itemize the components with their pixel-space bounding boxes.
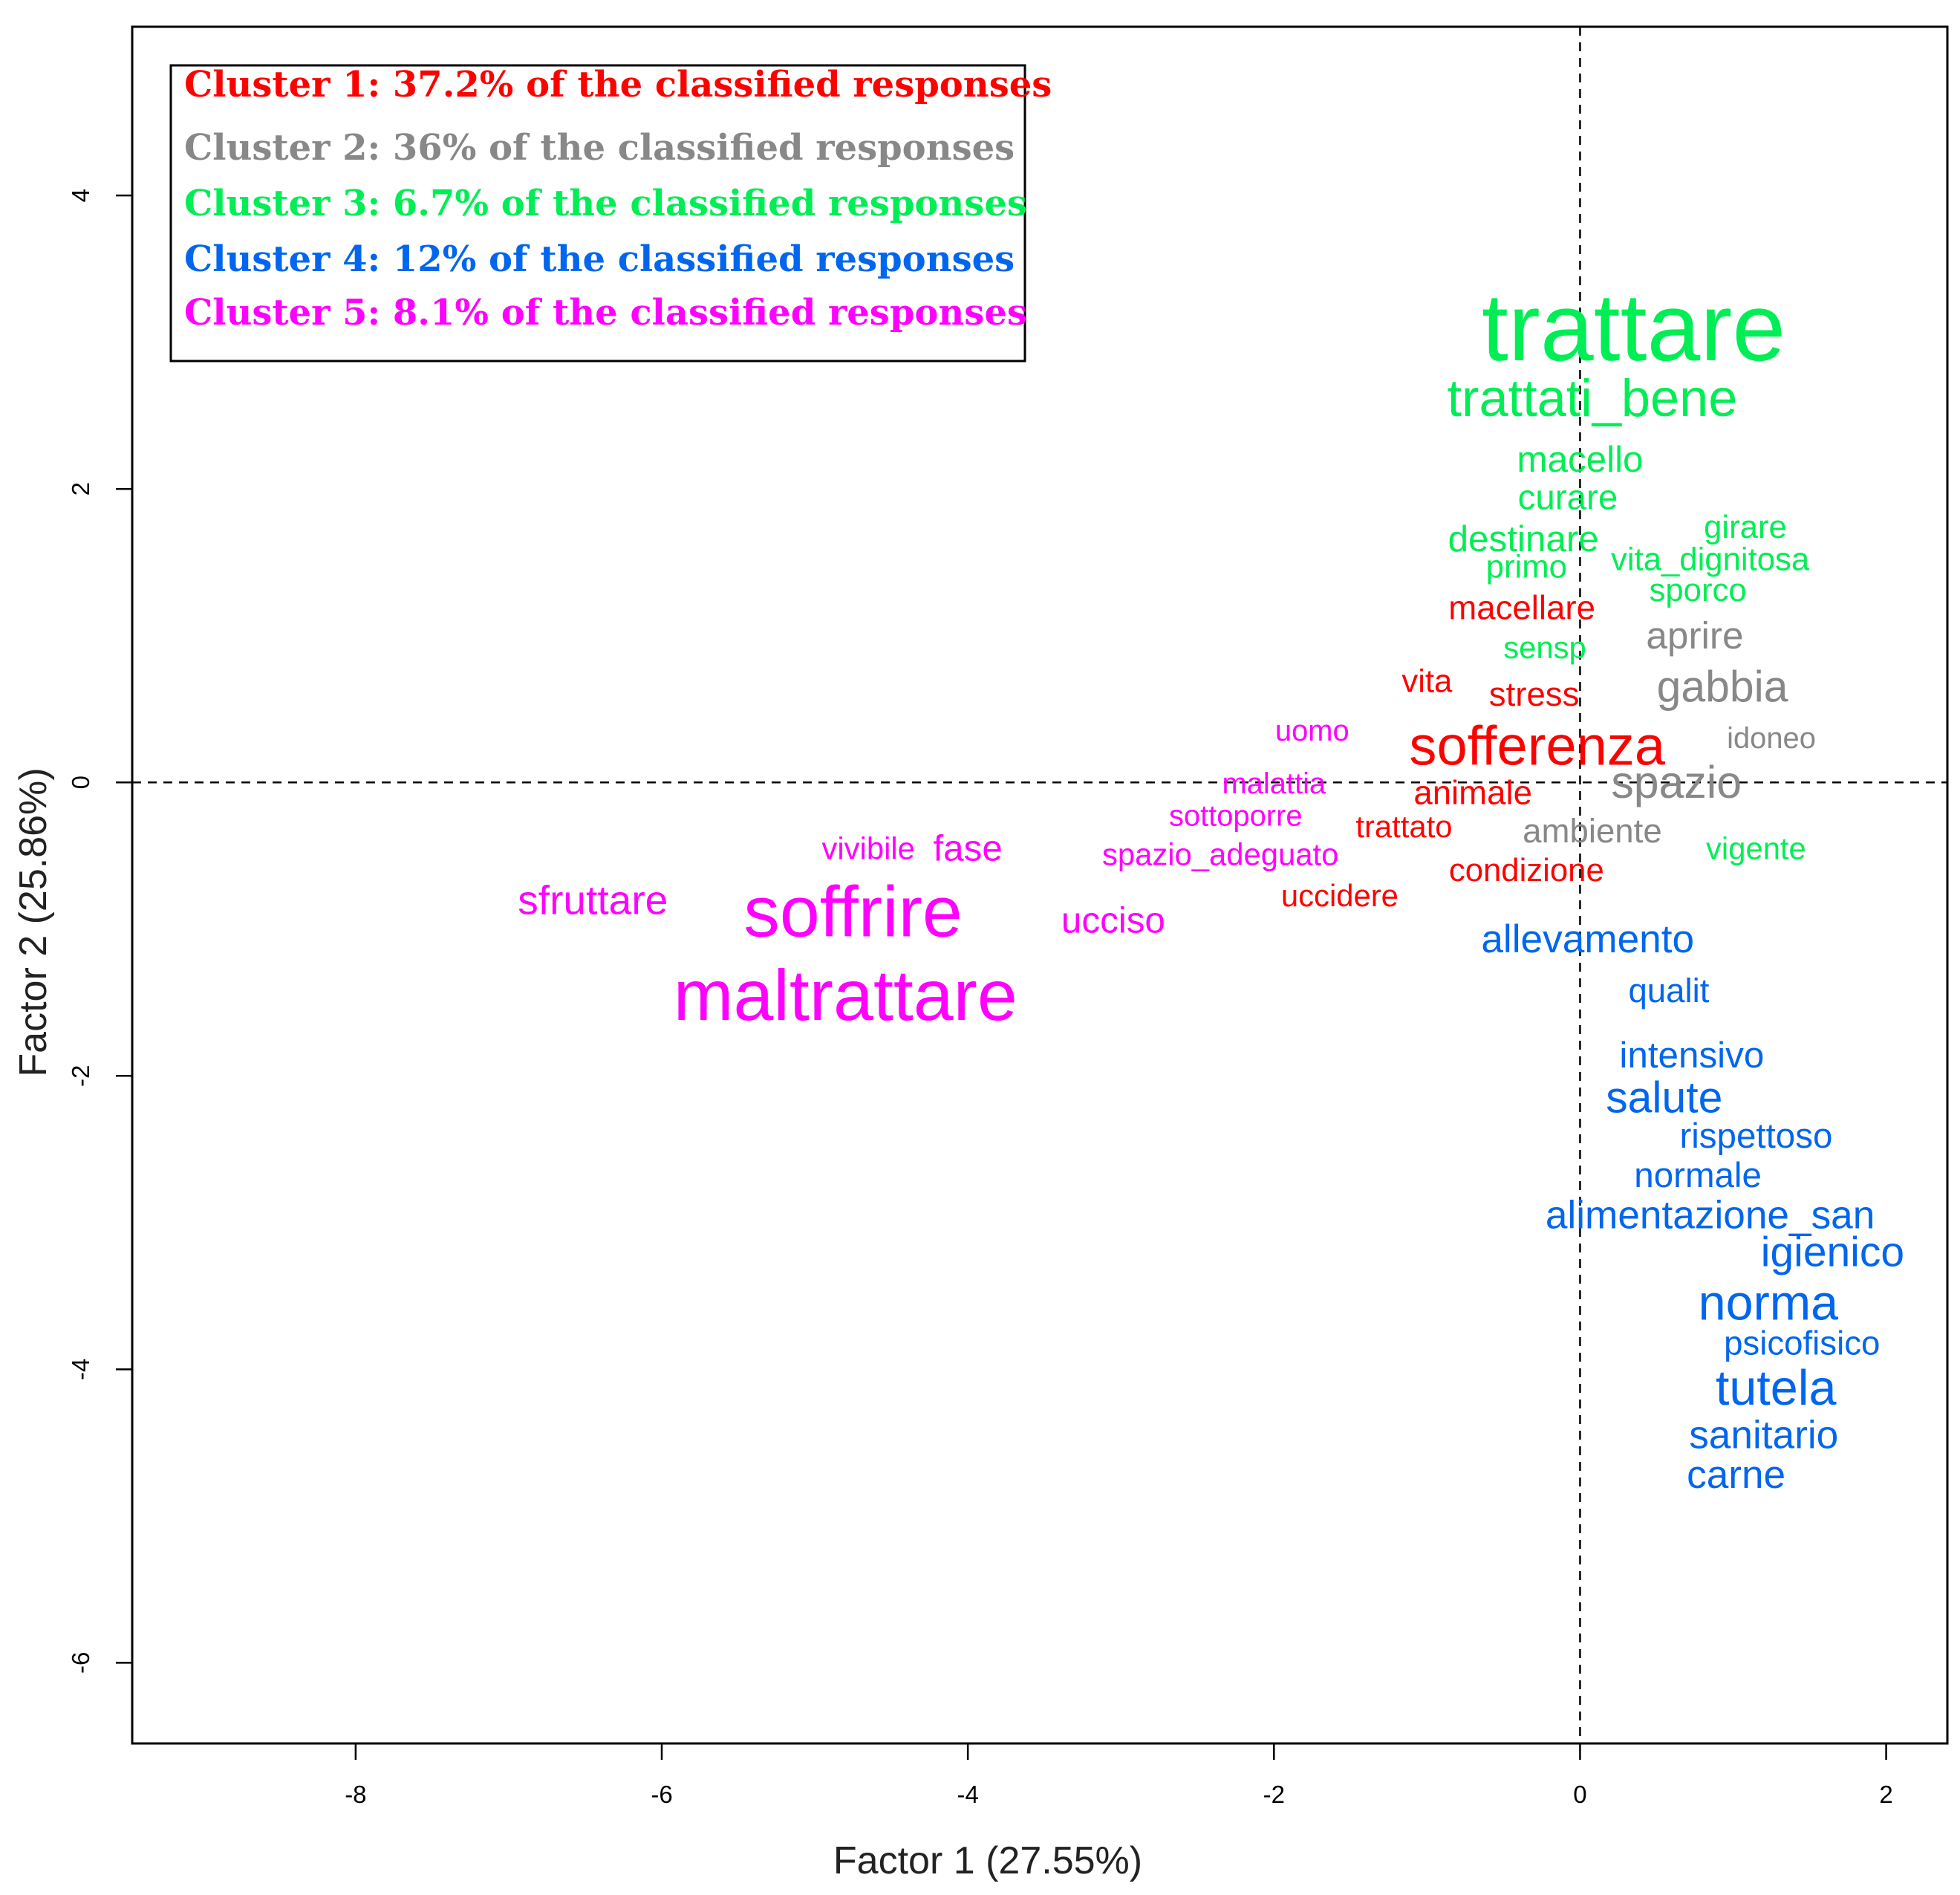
word-label-salute: salute xyxy=(1606,1073,1722,1122)
word-label-vita: vita xyxy=(1401,663,1453,699)
word-labels: trattaretrattati_benemacellocuraredestin… xyxy=(518,274,1904,1497)
x-tick-label: 2 xyxy=(1879,1781,1892,1808)
word-label-macellare: macellare xyxy=(1448,589,1595,627)
word-label-stress: stress xyxy=(1489,675,1580,713)
word-label-vita-dignitosa: vita_dignitosa xyxy=(1611,542,1810,578)
word-label-idoneo: idoneo xyxy=(1727,722,1816,755)
legend-entry-cluster-2: Cluster 2: 36% of the classified respons… xyxy=(184,127,1015,169)
y-axis: -6 -4 -2 0 2 4 xyxy=(67,189,134,1674)
word-label-gabbia: gabbia xyxy=(1657,663,1788,711)
y-tick-label: 2 xyxy=(67,482,94,495)
word-label-curare: curare xyxy=(1518,478,1618,518)
word-label-norma: norma xyxy=(1699,1275,1839,1330)
x-tick-label: -2 xyxy=(1263,1781,1285,1808)
word-label-uccidere: uccidere xyxy=(1281,878,1399,913)
word-label-sporco: sporco xyxy=(1650,572,1747,608)
word-label-spazio-adeguato: spazio_adeguato xyxy=(1102,837,1338,872)
y-tick-label: 0 xyxy=(67,776,94,789)
word-label-ambiente: ambiente xyxy=(1523,812,1662,850)
word-label-alimentazione-san: alimentazione_san xyxy=(1546,1193,1875,1237)
word-label-fase: fase xyxy=(933,828,1002,869)
word-label-maltrattare: maltrattare xyxy=(674,955,1018,1036)
word-label-intensivo: intensivo xyxy=(1619,1035,1764,1076)
legend-entry-cluster-4: Cluster 4: 12% of the classified respons… xyxy=(184,238,1015,280)
word-label-sfruttare: sfruttare xyxy=(518,877,668,923)
word-label-ucciso: ucciso xyxy=(1061,900,1165,940)
word-label-sottoporre: sottoporre xyxy=(1169,800,1303,833)
legend-entry-cluster-5: Cluster 5: 8.1% of the classified respon… xyxy=(184,292,1027,334)
word-label-rispettoso: rispettoso xyxy=(1679,1116,1832,1156)
word-label-sofferenza: sofferenza xyxy=(1409,715,1665,776)
word-label-soffrire: soffrire xyxy=(743,871,962,952)
reference-lines xyxy=(132,27,1947,1743)
word-label-psicofisico: psicofisico xyxy=(1724,1324,1880,1362)
word-label-trattare: trattare xyxy=(1482,274,1785,381)
word-label-girare: girare xyxy=(1704,509,1787,545)
legend: Cluster 1: 37.2% of the classified respo… xyxy=(169,64,1052,363)
y-tick-label: -4 xyxy=(67,1359,94,1380)
word-label-destinare: destinare xyxy=(1448,519,1599,559)
legend-entry-cluster-3: Cluster 3: 6.7% of the classified respon… xyxy=(184,183,1027,224)
word-label-macello: macello xyxy=(1517,439,1643,480)
y-tick-label: 4 xyxy=(67,189,94,202)
word-label-condizione: condizione xyxy=(1449,852,1604,888)
x-tick-label: -6 xyxy=(651,1781,672,1808)
word-label-allevamento: allevamento xyxy=(1481,917,1694,961)
word-label-vigente: vigente xyxy=(1706,831,1806,866)
legend-box xyxy=(169,64,1026,363)
x-tick-label: -8 xyxy=(345,1781,366,1808)
word-label-igienico: igienico xyxy=(1761,1228,1904,1275)
word-label-vivibile: vivibile xyxy=(821,831,914,866)
word-label-tutela: tutela xyxy=(1716,1361,1837,1416)
word-label-trattati-bene: trattati_bene xyxy=(1448,368,1738,427)
word-label-primo: primo xyxy=(1486,548,1567,585)
word-label-aprire: aprire xyxy=(1646,614,1743,657)
x-tick-label: -4 xyxy=(957,1781,978,1808)
x-tick-label: 0 xyxy=(1573,1781,1586,1808)
word-label-spazio: spazio xyxy=(1611,757,1742,807)
word-label-uomo: uomo xyxy=(1275,715,1349,747)
word-label-sensp: sensp xyxy=(1503,630,1586,665)
x-axis: -8 -6 -4 -2 0 2 xyxy=(345,1742,1893,1808)
word-label-trattato: trattato xyxy=(1355,809,1452,844)
word-label-animale: animale xyxy=(1413,774,1532,812)
y-axis-title: Factor 2 (25.86%) xyxy=(12,767,55,1076)
word-label-qualit: qualit xyxy=(1628,972,1709,1010)
word-label-carne: carne xyxy=(1687,1453,1785,1497)
x-axis-title: Factor 1 (27.55%) xyxy=(833,1839,1142,1882)
y-tick-label: -2 xyxy=(67,1065,94,1087)
y-tick-label: -6 xyxy=(67,1652,94,1674)
word-label-malattia: malattia xyxy=(1222,767,1326,800)
word-label-sanitario: sanitario xyxy=(1689,1414,1838,1457)
legend-entry-cluster-1: Cluster 1: 37.2% of the classified respo… xyxy=(184,64,1052,105)
word-label-normale: normale xyxy=(1634,1156,1762,1195)
